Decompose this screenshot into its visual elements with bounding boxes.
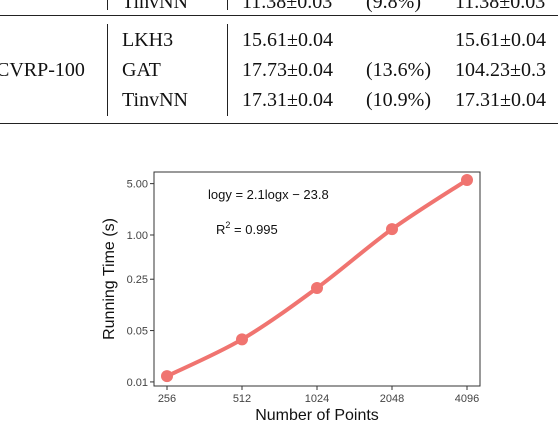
table-cell-value: 104.23±0.3 [455,59,546,81]
table-column-divider [107,0,108,10]
x-tick-label: 2048 [380,393,404,405]
table-cell-method: GAT [122,59,161,81]
data-point [161,370,173,383]
table-cell-value: 11.38±0.03 [242,0,333,13]
annotation-formula: logy = 2.1logx − 23.8 [208,187,329,202]
series-line-path [165,178,469,379]
table-column-divider [227,24,228,116]
table-rule [0,15,558,16]
x-tick-label: 4096 [455,393,479,405]
table-cell-value: 17.31±0.04 [455,89,546,111]
y-tick-label: 0.25 [127,274,148,286]
y-tick-label: 1.00 [127,230,148,242]
x-tick-label: 512 [233,393,251,405]
data-point [386,223,398,236]
chart-svg: 0.01 0.05 0.25 1.00 5.00 256 512 1024 2048 4096 l… [101,171,481,424]
annotation-r2-sup: 2 [225,220,230,230]
x-axis-label: Number of Points [255,407,379,424]
series-line [165,178,469,379]
y-tick-label: 0.05 [127,326,148,338]
table-column-divider [227,0,228,10]
annotation-r2: R2 = 0.995 [216,220,278,237]
table-cell-method: TinvNN [122,0,188,13]
annotation-r2-value: = 0.995 [230,222,277,237]
table-group-label: CVRP-100 [0,59,85,81]
x-tick-label: 256 [158,393,176,405]
results-table: TinvNN 11.38±0.03 (9.8%) 11.38±0.03 CVRP… [0,0,558,140]
y-axis-label: Running Time (s) [101,218,118,340]
running-time-chart: 0.01 0.05 0.25 1.00 5.00 256 512 1024 2048 4096 l… [90,158,490,424]
series-points [161,174,473,383]
x-tick-label: 1024 [305,393,329,405]
table-bottom-rule [0,123,558,124]
table-cell-value: 15.61±0.04 [455,29,546,51]
table-cell-gap: (10.9%) [366,89,431,111]
data-point [461,174,473,187]
table-cell-gap: (9.8%) [366,0,421,13]
table-column-divider [107,24,108,116]
table-cell-value: 17.31±0.04 [242,89,333,111]
data-point [236,333,248,346]
table-cell-method: LKH3 [122,29,174,51]
axis-ticks: 0.01 0.05 0.25 1.00 5.00 256 512 1024 2048 4096 [127,179,480,405]
y-tick-label: 5.00 [127,179,148,191]
table-cell-value: 17.73±0.04 [242,59,333,81]
y-tick-label: 0.01 [127,377,148,389]
annotation-r2-prefix: R [216,222,225,237]
table-cell-method: TinvNN [122,89,188,111]
data-point [311,281,323,294]
table-cell-gap: (13.6%) [366,59,431,81]
table-cell-value: 15.61±0.04 [242,29,333,51]
table-cell-value: 11.38±0.03 [455,0,546,13]
